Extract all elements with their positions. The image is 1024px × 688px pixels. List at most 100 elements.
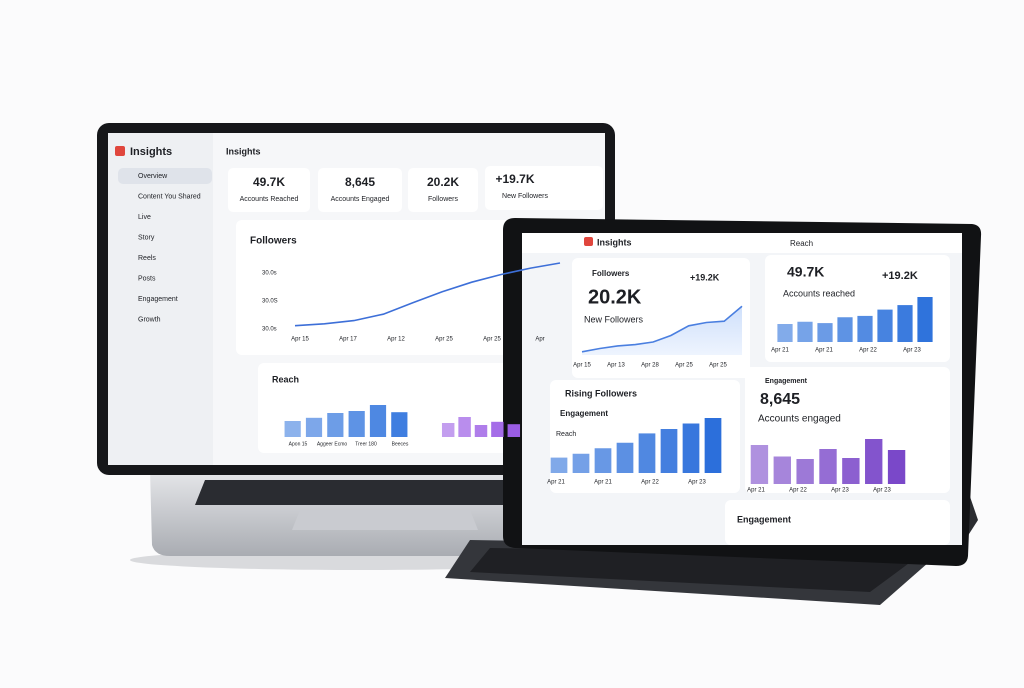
card-title: Reach bbox=[272, 374, 299, 384]
x-label: Treer 180 bbox=[355, 441, 377, 447]
x-label: Apr 25 bbox=[709, 363, 727, 369]
bar bbox=[491, 421, 504, 437]
bar bbox=[842, 458, 860, 484]
stat-value: +19.7K bbox=[495, 172, 534, 186]
nav-active bbox=[118, 168, 212, 184]
bar bbox=[550, 457, 568, 473]
big-value: 49.7K bbox=[787, 264, 824, 280]
bar bbox=[572, 453, 590, 473]
area bbox=[582, 306, 742, 355]
bar bbox=[857, 315, 873, 342]
bar bbox=[369, 405, 387, 437]
stat-label: Followers bbox=[428, 196, 458, 203]
y-label: 30.0S bbox=[262, 299, 278, 305]
logo bbox=[584, 237, 593, 246]
stat-label: Accounts Reached bbox=[240, 196, 299, 203]
big-value: 20.2K bbox=[588, 286, 642, 308]
bar bbox=[474, 425, 488, 437]
x-label: Apr 21 bbox=[815, 348, 833, 354]
stat-card bbox=[485, 166, 603, 210]
bar bbox=[305, 417, 323, 437]
x-label: Apr 13 bbox=[607, 363, 625, 369]
bar bbox=[773, 456, 791, 484]
stat-label: Accounts Engaged bbox=[331, 196, 390, 203]
x-label: Aggeer Ecmo bbox=[317, 441, 348, 447]
bar bbox=[897, 305, 913, 342]
card-title: Rising Followers bbox=[565, 388, 637, 398]
badge: +19.2K bbox=[882, 270, 918, 282]
bar bbox=[917, 297, 933, 342]
y-label: 30.0s bbox=[262, 271, 277, 277]
bar bbox=[507, 424, 521, 437]
badge: +19.2K bbox=[690, 272, 720, 282]
page-title: Insights bbox=[226, 146, 261, 156]
nav-item: Content You Shared bbox=[138, 193, 201, 200]
keyboard bbox=[195, 480, 565, 505]
x-label: Apr 22 bbox=[641, 480, 659, 486]
x-label: Apr 21 bbox=[594, 480, 612, 486]
bar bbox=[284, 421, 301, 437]
bar bbox=[682, 423, 700, 473]
big-value: 8,645 bbox=[760, 391, 800, 408]
x-label: Beeces bbox=[392, 441, 409, 447]
header-label: Reach bbox=[790, 239, 813, 248]
card-label: New Followers bbox=[584, 314, 644, 324]
bar bbox=[704, 418, 722, 473]
x-label: Apr bbox=[535, 337, 544, 343]
x-label: Apr 23 bbox=[831, 488, 849, 494]
x-label: Apr 22 bbox=[859, 348, 877, 354]
x-label: Apr 23 bbox=[688, 480, 706, 486]
x-label: Apr 22 bbox=[789, 488, 807, 494]
card-title: Followers bbox=[250, 236, 297, 247]
bar bbox=[837, 317, 853, 342]
app-title: Insights bbox=[130, 146, 172, 158]
bar bbox=[441, 423, 455, 437]
x-label: Apr 25 bbox=[675, 363, 693, 369]
x-label: Apr 25 bbox=[483, 337, 501, 343]
stat-card bbox=[228, 168, 310, 212]
x-label: Apr 25 bbox=[435, 337, 453, 343]
x-label: Apr 15 bbox=[573, 363, 591, 369]
logo bbox=[115, 146, 125, 156]
sidebar bbox=[108, 133, 213, 465]
card-label: Accounts engaged bbox=[758, 414, 841, 425]
bar bbox=[819, 449, 837, 484]
card-subtitle: Engagement bbox=[560, 409, 608, 418]
trackpad bbox=[292, 510, 478, 530]
nav-item: Overview bbox=[138, 173, 168, 180]
bar bbox=[594, 448, 612, 473]
x-label: Apr 17 bbox=[339, 337, 357, 343]
footer-card bbox=[725, 500, 950, 545]
x-label: Apr 21 bbox=[771, 348, 789, 354]
nav-item: Growth bbox=[138, 316, 161, 323]
bar bbox=[616, 442, 634, 473]
y-label: 30.0s bbox=[262, 327, 277, 333]
nav-item: Posts bbox=[138, 275, 156, 282]
tablet-header bbox=[522, 233, 962, 253]
x-label: Apr 12 bbox=[387, 337, 405, 343]
bar bbox=[458, 417, 471, 437]
stat-card bbox=[318, 168, 402, 212]
bar bbox=[796, 459, 814, 484]
stat-value: 20.2K bbox=[427, 175, 459, 189]
line bbox=[294, 262, 561, 327]
x-label: Apon 15 bbox=[289, 441, 308, 447]
stat-value: 49.7K bbox=[253, 175, 285, 189]
stat-value: 8,645 bbox=[345, 175, 375, 189]
x-label: Apr 21 bbox=[747, 488, 765, 494]
bar bbox=[887, 450, 906, 484]
card-title: Engagement bbox=[765, 378, 808, 385]
x-label: Apr 28 bbox=[641, 363, 659, 369]
card-label: Reach bbox=[556, 431, 576, 438]
bar bbox=[817, 323, 833, 342]
bar bbox=[797, 321, 813, 342]
nav-item: Reels bbox=[138, 255, 156, 262]
page-title: Insights bbox=[597, 237, 632, 247]
nav-item: Engagement bbox=[138, 296, 178, 303]
bar bbox=[391, 412, 408, 437]
bar bbox=[348, 411, 365, 437]
bar bbox=[327, 413, 344, 437]
x-label: Apr 23 bbox=[873, 488, 891, 494]
stat-card bbox=[408, 168, 478, 212]
